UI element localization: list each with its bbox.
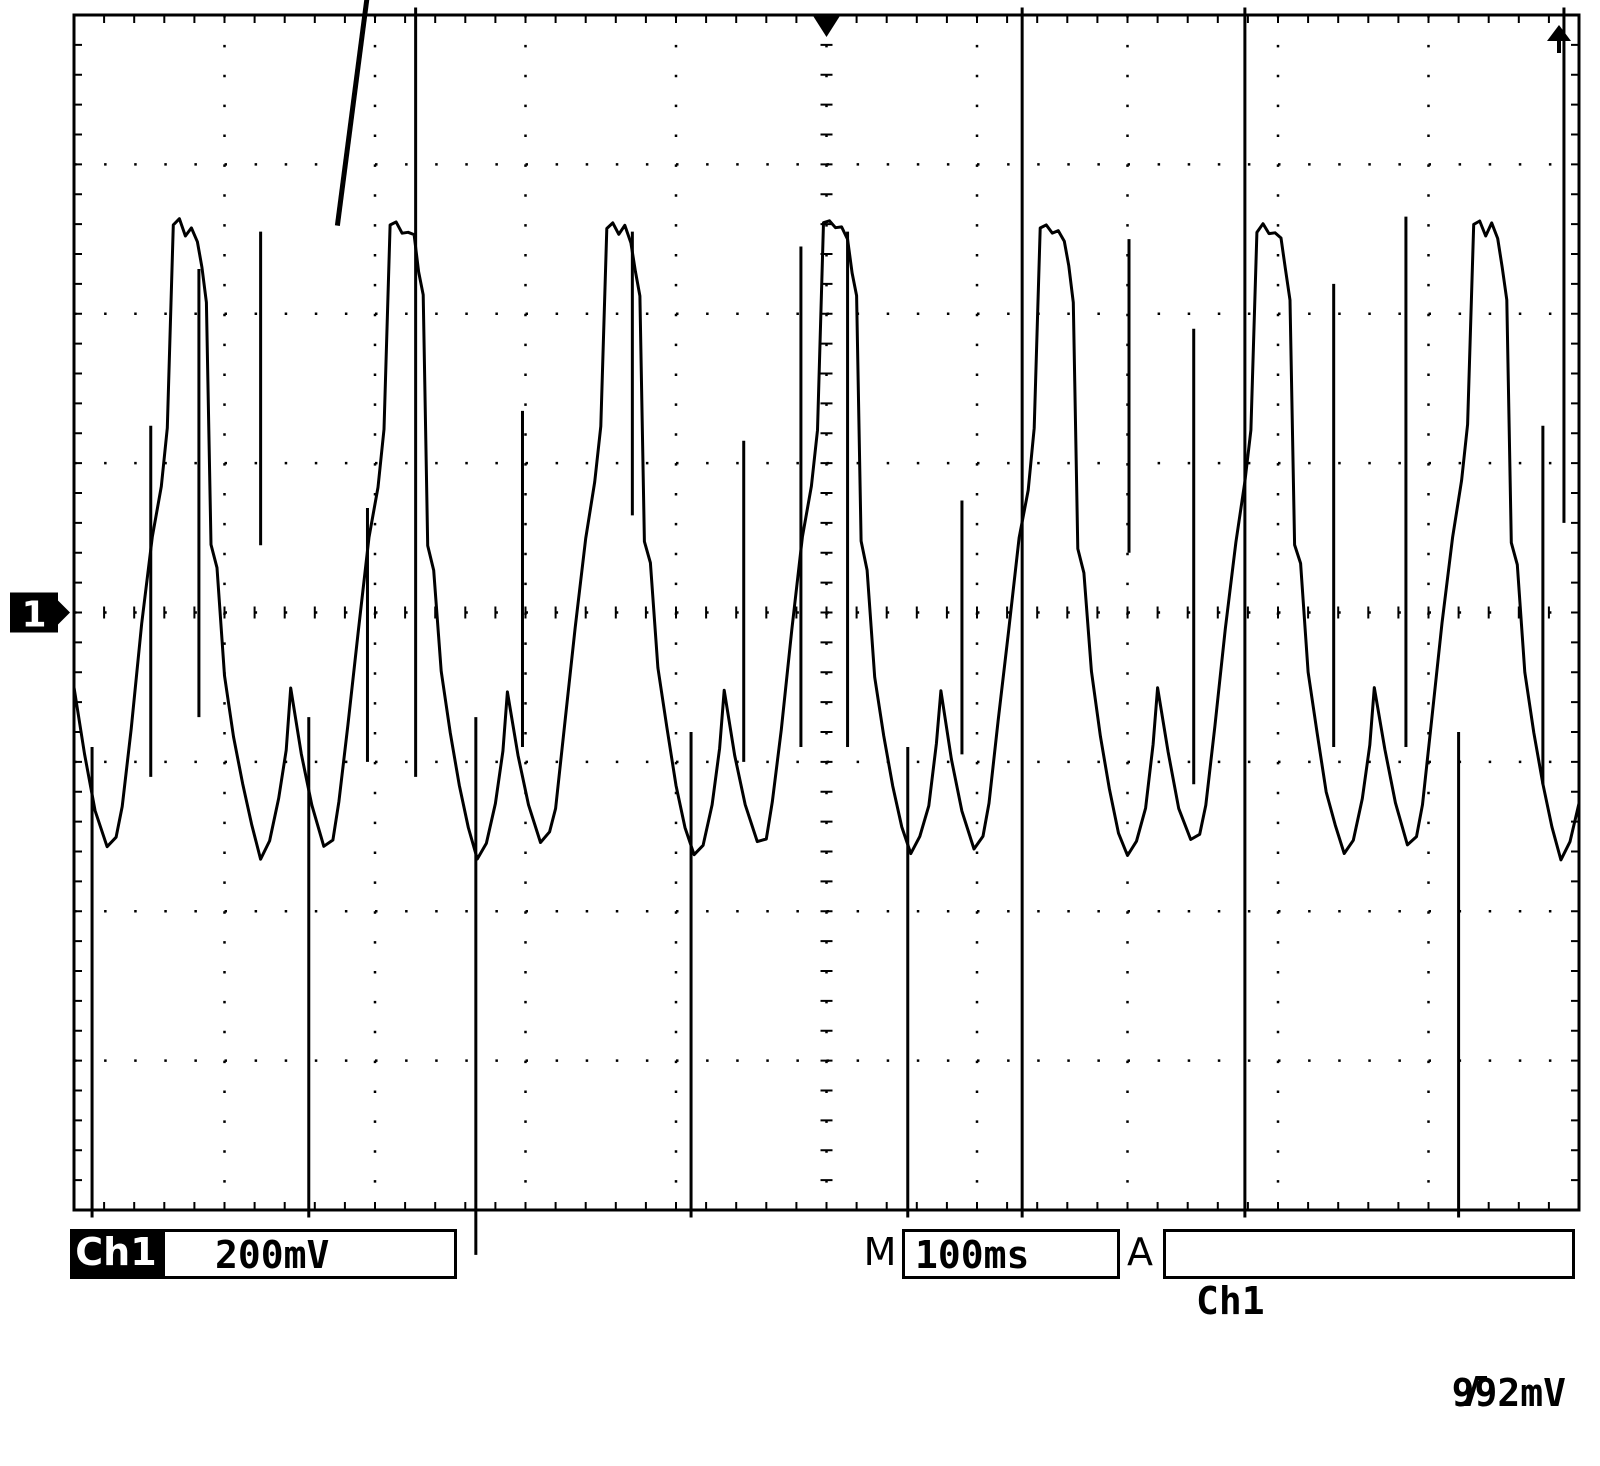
volts-per-div-readout: 200mV: [162, 1229, 457, 1279]
trigger-source: Ch1: [1196, 1279, 1265, 1323]
timebase-main-label: M: [863, 1230, 897, 1274]
spike-group: [90, 7, 1566, 1255]
channel-badge: Ch1: [70, 1229, 162, 1279]
ch1-waveform-line: [72, 217, 1581, 862]
trigger-level: 992mV: [1451, 1371, 1566, 1415]
triangle-down-icon: [812, 15, 841, 37]
marker-group: 11: [10, 0, 1571, 636]
channel-ground-marker: [10, 592, 58, 633]
trigger-readout: Ch1 992mV: [1163, 1229, 1575, 1415]
time-per-div-readout: 100ms: [902, 1229, 1120, 1279]
channel-ground-label: 1: [21, 595, 46, 636]
arrow-up-icon: [1547, 25, 1571, 41]
oscilloscope-display: 11 Ch1 200mV M 100ms A Ch1 992mV: [10, 0, 1581, 1415]
trigger-a-label: A: [1127, 1230, 1153, 1274]
ground-pointer: [58, 600, 70, 625]
annotation-leader-line: [334, 0, 370, 226]
ch1-trace: [72, 217, 1581, 862]
waveform-plot: 11: [10, 0, 1581, 1255]
